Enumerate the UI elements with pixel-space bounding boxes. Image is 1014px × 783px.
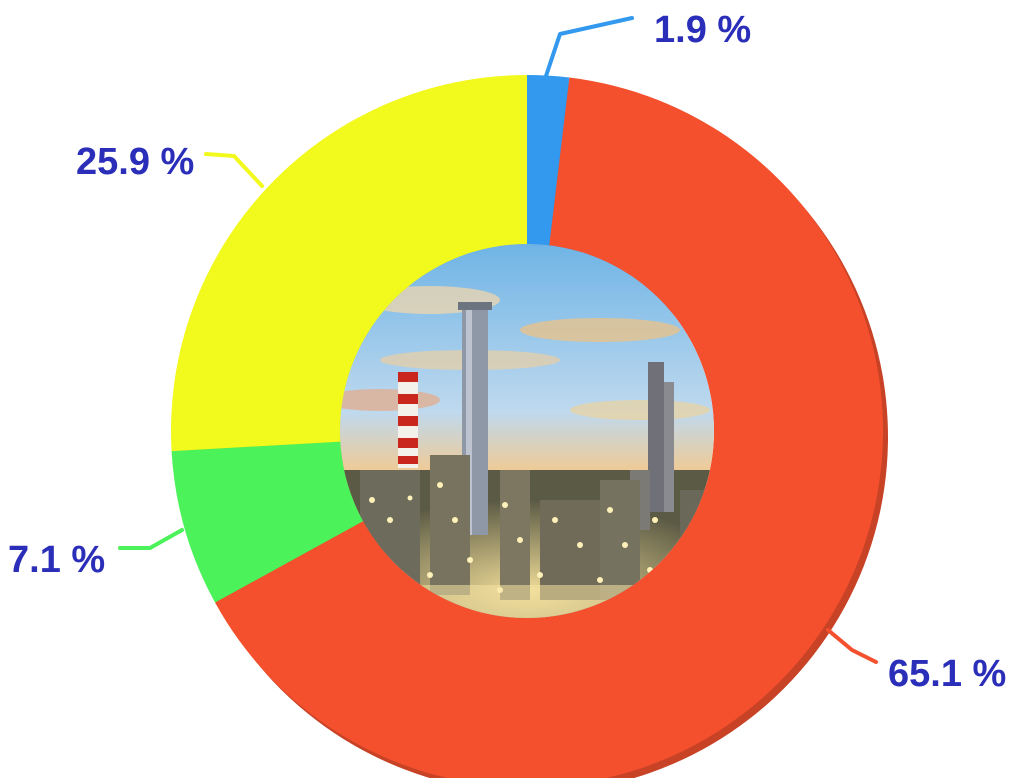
slice-label-3: 7.1 % xyxy=(8,539,105,581)
donut-slice-1 xyxy=(527,75,570,246)
leader-line-2 xyxy=(826,628,878,664)
slice-label-1: 1.9 % xyxy=(654,9,751,51)
donut-slice-3 xyxy=(171,441,364,603)
slice-label-4: 25.9 % xyxy=(76,141,194,183)
leader-line-3 xyxy=(118,528,184,550)
donut-slice-4 xyxy=(170,75,527,452)
donut-slice-2 xyxy=(215,77,884,783)
slice-label-2: 65.1 % xyxy=(888,653,1006,695)
leader-line-1 xyxy=(544,16,634,78)
leader-line-4 xyxy=(204,152,264,188)
